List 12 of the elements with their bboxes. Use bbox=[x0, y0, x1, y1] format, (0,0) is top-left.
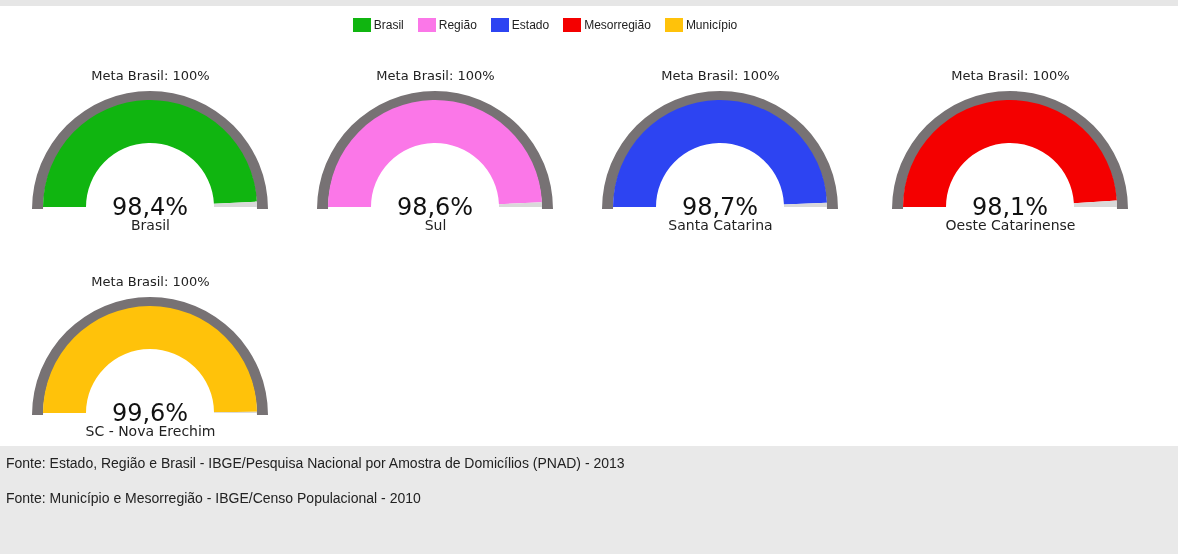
text: Meta Brasil: 100% bbox=[661, 68, 780, 83]
legend-label: Brasil bbox=[373, 18, 404, 32]
source-note: Fonte: Município e Mesorregião - IBGE/Censo Populacional - 2010 bbox=[6, 490, 421, 506]
legend-label: Mesorregião bbox=[584, 18, 651, 32]
text: Meta Brasil: 100% bbox=[376, 68, 495, 83]
text: Meta Brasil: 100% bbox=[91, 274, 210, 289]
legend-label: Município bbox=[685, 18, 738, 32]
legend-label: Estado bbox=[511, 18, 550, 32]
text: Meta Brasil: 100% bbox=[951, 68, 1070, 83]
text: Meta Brasil: 100% bbox=[91, 68, 210, 83]
source-note: Fonte: Estado, Região e Brasil - IBGE/Pesquisa Nacional por Amostra de Domicílios (PNAD) - 2013 bbox=[6, 455, 625, 471]
legend-label: Região bbox=[438, 18, 477, 32]
